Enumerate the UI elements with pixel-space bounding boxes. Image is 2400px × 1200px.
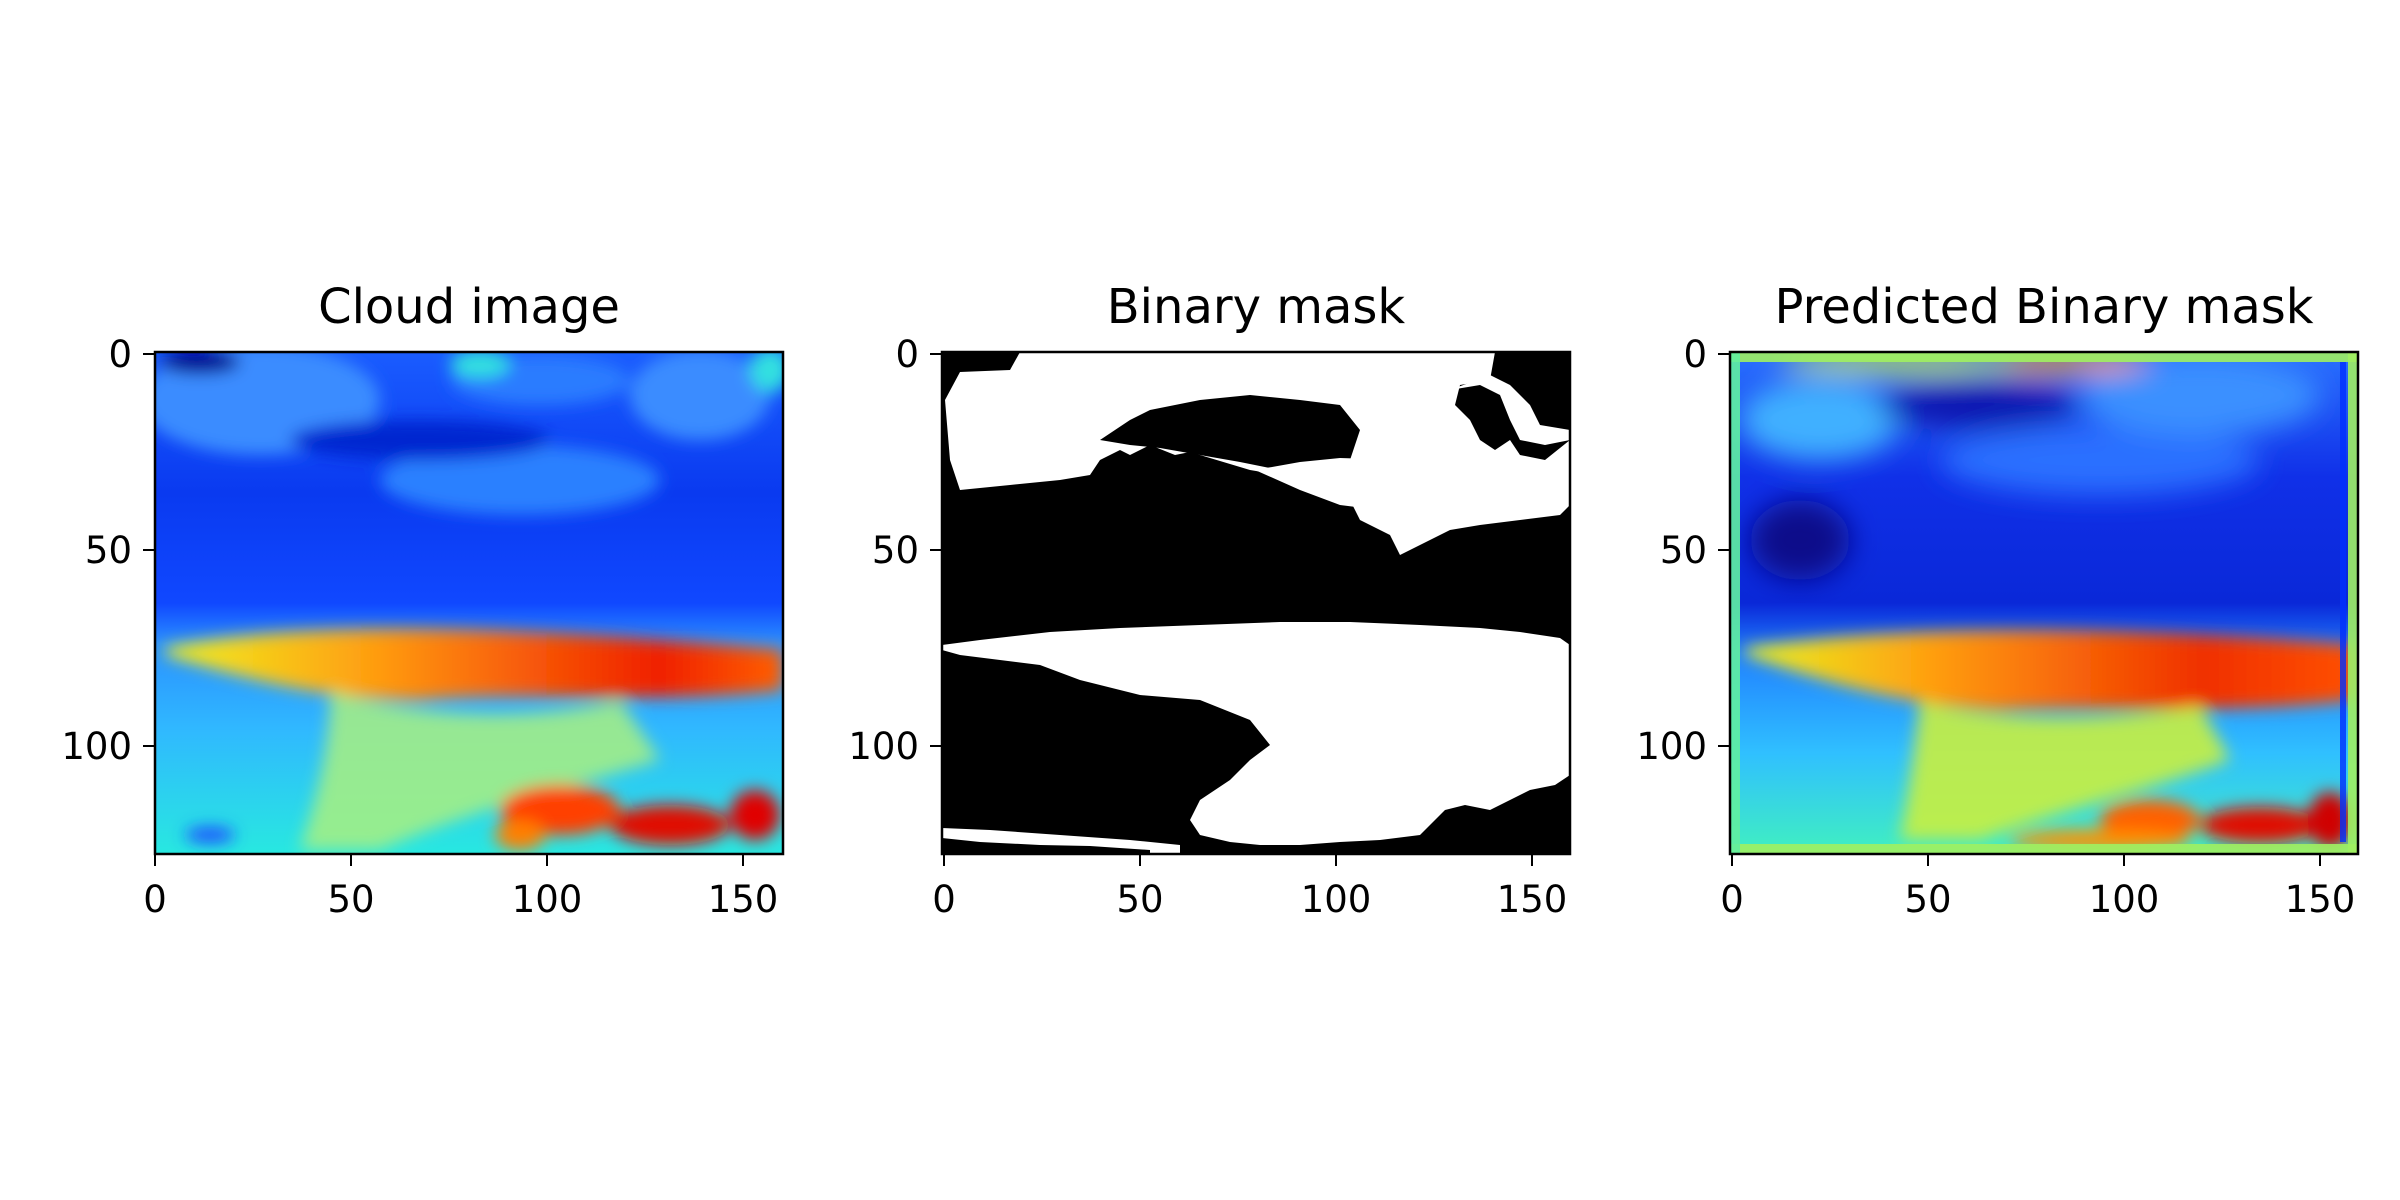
heatmap-image (155, 352, 783, 854)
y-axis: 0 50 100 (1636, 333, 1730, 768)
x-axis: 0 50 100 150 (932, 854, 1567, 921)
panel-binary-mask: Binary mask 0 50 100 150 (848, 279, 1572, 921)
x-tick-label: 150 (1497, 878, 1568, 921)
y-tick-label: 100 (1636, 725, 1707, 768)
panel-cloud-image: Cloud image (61, 279, 785, 921)
heatmap-image (1730, 352, 2358, 854)
y-tick-label: 100 (848, 725, 919, 768)
x-axis: 0 50 100 150 (143, 854, 778, 921)
axes-frame (153, 350, 785, 856)
x-tick-label: 50 (327, 878, 374, 921)
x-tick-label: 150 (708, 878, 779, 921)
y-tick-label: 100 (61, 725, 132, 768)
panel-title: Cloud image (318, 279, 620, 335)
panel-title: Binary mask (1107, 279, 1406, 335)
x-tick-label: 0 (143, 878, 167, 921)
mask-image (942, 352, 1570, 854)
axes-frame (940, 350, 1572, 856)
x-tick-label: 0 (1720, 878, 1744, 921)
panel-title: Predicted Binary mask (1774, 279, 2313, 335)
x-tick-label: 0 (932, 878, 956, 921)
x-tick-label: 50 (1904, 878, 1951, 921)
y-axis: 0 50 100 (61, 333, 155, 768)
y-axis: 0 50 100 (848, 333, 942, 768)
x-tick-label: 50 (1116, 878, 1163, 921)
panel-predicted-binary-mask: Predicted Binary mask (1636, 279, 2360, 921)
x-tick-label: 100 (512, 878, 583, 921)
x-tick-label: 100 (1301, 878, 1372, 921)
y-tick-label: 0 (895, 333, 919, 376)
x-axis: 0 50 100 150 (1720, 854, 2355, 921)
axes-frame (1728, 350, 2360, 856)
y-tick-label: 0 (108, 333, 132, 376)
y-tick-label: 50 (85, 529, 132, 572)
y-tick-label: 50 (1660, 529, 1707, 572)
y-tick-label: 0 (1683, 333, 1707, 376)
x-tick-label: 100 (2089, 878, 2160, 921)
y-tick-label: 50 (872, 529, 919, 572)
x-tick-label: 150 (2285, 878, 2356, 921)
